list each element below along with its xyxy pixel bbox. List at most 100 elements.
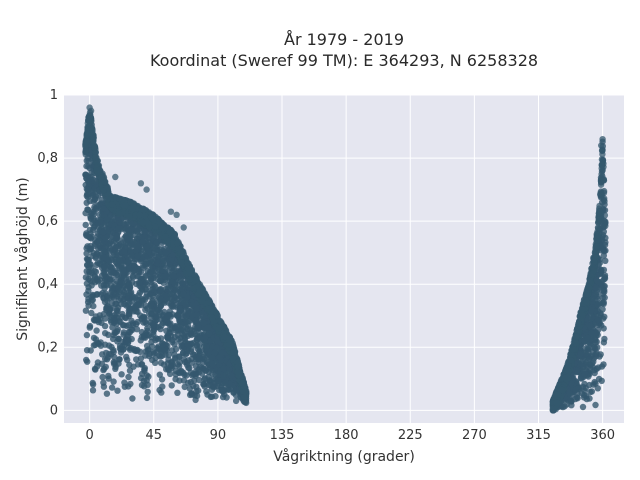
data-point [126, 213, 133, 220]
data-point [175, 310, 182, 317]
data-point [108, 343, 115, 351]
data-point [218, 349, 226, 357]
data-point [186, 276, 193, 283]
data-point [112, 365, 119, 372]
data-point [112, 300, 119, 307]
data-point [175, 369, 182, 376]
data-point [83, 331, 91, 339]
data-point [202, 343, 210, 351]
data-point [120, 266, 127, 273]
data-point [87, 277, 94, 284]
data-point [593, 329, 600, 337]
data-point [234, 363, 242, 370]
data-point [139, 238, 146, 245]
data-point [108, 201, 116, 208]
data-point [205, 330, 213, 338]
data-point [174, 389, 181, 396]
data-point [134, 346, 141, 354]
data-point [100, 205, 107, 212]
data-point [148, 281, 155, 288]
data-point [186, 385, 193, 392]
data-point [166, 264, 174, 272]
data-point [118, 240, 125, 247]
data-point [85, 302, 92, 309]
data-point [201, 376, 208, 383]
data-point [102, 349, 110, 357]
data-point [205, 305, 212, 312]
data-point [195, 376, 203, 384]
data-point [116, 257, 123, 264]
data-point [83, 347, 91, 354]
data-point [91, 143, 99, 150]
data-point [94, 250, 101, 258]
data-point [197, 336, 204, 343]
data-point [99, 373, 106, 381]
data-point [134, 318, 141, 326]
data-point [118, 371, 125, 378]
data-point [230, 349, 237, 356]
data-point [85, 163, 92, 170]
data-point [101, 298, 109, 306]
data-point [115, 335, 122, 343]
data-point [90, 215, 97, 222]
data-point [181, 329, 189, 336]
data-point [116, 356, 123, 363]
data-point [581, 380, 588, 388]
data-point [223, 394, 230, 401]
data-point [101, 263, 108, 271]
data-point [114, 387, 121, 394]
data-point [205, 324, 212, 331]
data-point [82, 148, 89, 156]
data-point [96, 240, 103, 247]
data-point [210, 318, 217, 325]
data-point [135, 297, 142, 304]
data-point [143, 394, 151, 402]
data-point [198, 370, 206, 377]
data-point [185, 364, 192, 371]
data-point [99, 289, 106, 297]
data-point [110, 378, 117, 385]
data-point [158, 376, 166, 383]
data-point [175, 336, 182, 343]
data-point [91, 196, 99, 203]
data-point [111, 353, 118, 361]
data-point [189, 301, 196, 309]
data-point [93, 261, 100, 268]
data-point [139, 219, 146, 226]
data-point [149, 292, 156, 299]
data-point [180, 377, 188, 384]
data-point [88, 282, 95, 289]
data-point [586, 381, 593, 389]
data-point [100, 383, 108, 390]
data-point [124, 356, 131, 364]
data-point [136, 211, 143, 219]
data-point [135, 279, 143, 286]
data-point [113, 277, 120, 285]
data-point [594, 385, 601, 392]
data-point [213, 344, 220, 352]
data-point [240, 394, 248, 401]
chart-subtitle: Koordinat (Sweref 99 TM): E 364293, N 62… [150, 51, 538, 70]
data-point [586, 395, 593, 402]
data-point [212, 393, 219, 400]
data-point [115, 210, 123, 218]
data-point [171, 351, 178, 358]
data-point [143, 342, 151, 350]
data-point [229, 355, 237, 363]
data-point [126, 367, 134, 374]
data-point [208, 354, 216, 361]
data-point [192, 396, 199, 404]
data-point [124, 281, 131, 289]
data-point [228, 372, 235, 379]
data-point [146, 224, 153, 231]
data-point [593, 349, 600, 356]
data-point [102, 315, 109, 322]
data-point [137, 337, 144, 344]
data-point [191, 377, 198, 384]
data-point [137, 374, 145, 382]
data-point [199, 298, 206, 305]
data-point [103, 226, 110, 233]
data-point [102, 234, 109, 242]
data-point [200, 381, 207, 388]
